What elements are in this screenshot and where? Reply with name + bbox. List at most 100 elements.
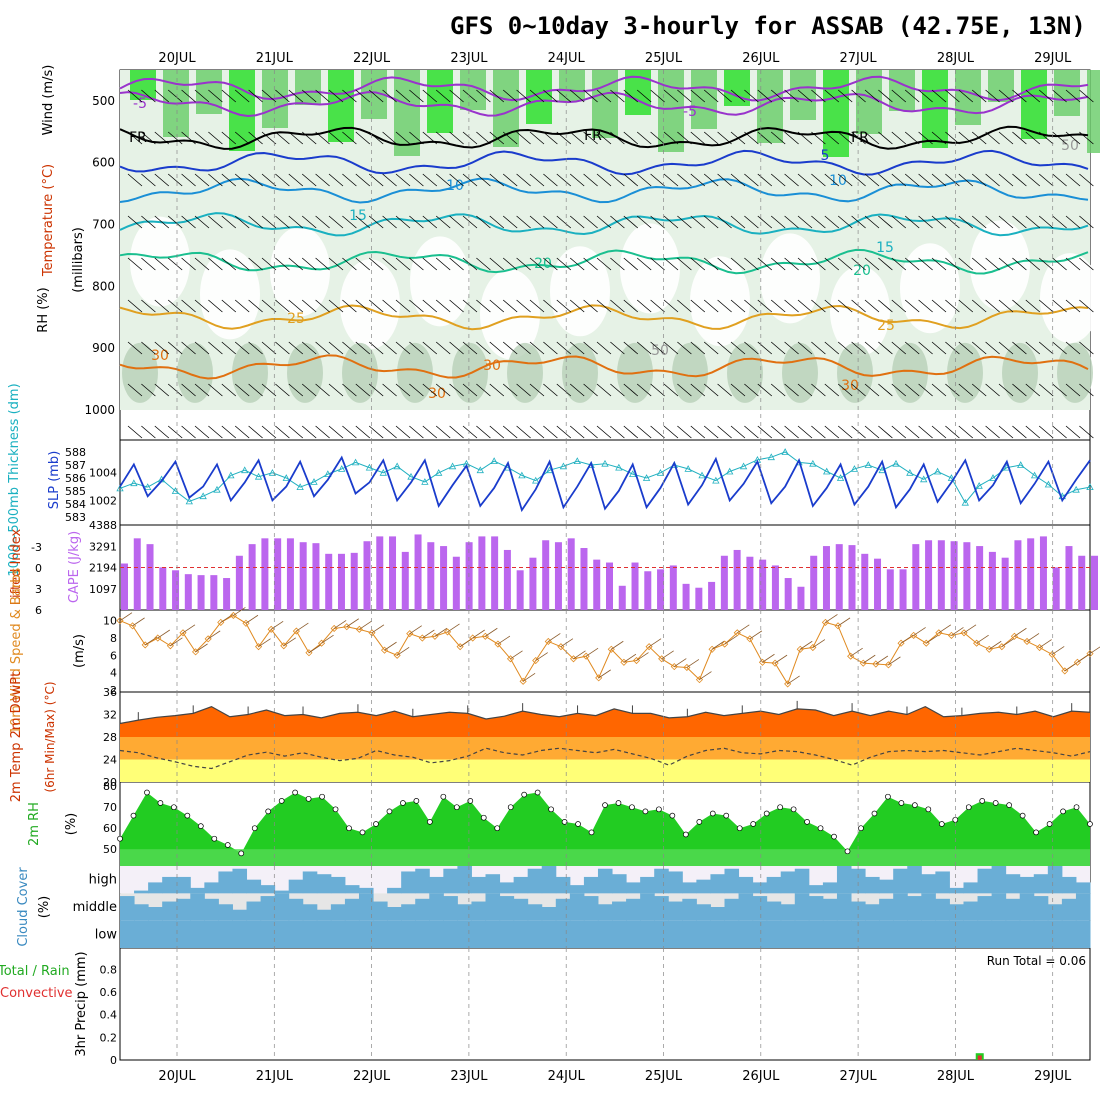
cloud-middle-bar <box>907 896 922 921</box>
cloud-low-bar <box>682 920 697 948</box>
wind-barb <box>556 215 572 229</box>
axes-and-labels: 20JUL 20JUL 21JUL 21JUL 22JUL 22JUL 23JUL 23JUL… <box>0 51 1072 1084</box>
cape-bar <box>784 578 792 610</box>
cloud-high-bar <box>583 876 599 894</box>
day-label-top: 21JUL <box>256 51 294 66</box>
wind-barb <box>650 173 665 187</box>
cloud-middle-bar <box>274 893 290 921</box>
cloud-high-bar <box>752 882 768 894</box>
wind-barb <box>1038 299 1054 313</box>
wind-barb <box>998 173 1014 187</box>
wind-barb <box>315 299 330 313</box>
cloud-high-bar <box>879 879 894 894</box>
wind10-barb <box>938 624 952 634</box>
wind-barb <box>167 89 183 103</box>
wind-barb <box>703 383 719 397</box>
li-tick-label: 3 <box>35 583 42 596</box>
wind-barb <box>757 299 773 313</box>
wind10-barb <box>850 647 863 657</box>
cloud-low-bar <box>836 920 852 948</box>
wind-barb <box>851 131 866 145</box>
wind-barb <box>489 215 505 229</box>
thickness-point <box>1044 480 1053 488</box>
wind-barb <box>623 257 639 271</box>
temp-dewpt-panel <box>119 700 1091 782</box>
wind-barb <box>623 299 639 313</box>
wind-barb <box>703 131 719 145</box>
wind10-barb <box>611 640 624 650</box>
wind-barb <box>583 425 598 439</box>
wind-barb <box>583 89 598 103</box>
upper-temp-label: Temperature (°C) <box>41 164 56 277</box>
cape-bar <box>950 541 958 610</box>
cloud-low-bar <box>555 920 571 948</box>
day-label-bottom: 22JUL <box>353 1069 391 1084</box>
cloud-low-bar <box>949 920 964 948</box>
wind-barb <box>1012 425 1027 439</box>
wind-barb <box>382 89 397 103</box>
contour-label: 20 <box>534 256 552 272</box>
wind-barb <box>127 215 143 229</box>
wind10-panel <box>116 607 1100 688</box>
wind-barb <box>864 173 880 187</box>
wind-barb <box>837 257 853 271</box>
wind-barb <box>529 173 545 187</box>
wind-barb <box>328 341 344 355</box>
wind-barb <box>1052 173 1067 187</box>
wind-barb <box>409 89 424 103</box>
rh2m-tick-label: 50 <box>103 843 117 856</box>
rh2m-point <box>602 802 608 808</box>
cape-bar <box>376 536 384 610</box>
cloud-high-bar <box>485 874 501 894</box>
cloud-low-bar <box>429 920 444 948</box>
wind-barb <box>141 173 156 187</box>
wind10-barb <box>951 627 964 636</box>
wind10-barb <box>472 629 485 639</box>
day-label-bottom: 21JUL <box>256 1069 294 1084</box>
day-label-top: 29JUL <box>1034 51 1072 66</box>
cloud-middle-bar <box>443 896 458 921</box>
wind-barb <box>650 131 665 145</box>
wind-barb <box>154 173 170 187</box>
rh-plume <box>559 70 585 101</box>
wind-barb <box>516 425 531 439</box>
wind-barb <box>248 173 263 187</box>
wind-barb <box>583 173 598 187</box>
wind10-barb <box>686 659 700 668</box>
wind10-barb <box>900 634 914 644</box>
rh2m-point <box>171 804 177 811</box>
wind-barb <box>422 425 438 439</box>
wind-barb <box>127 89 143 103</box>
cape-bar <box>248 544 256 610</box>
wind-barb <box>636 131 652 145</box>
wind-barb <box>194 341 210 355</box>
cape-bar <box>606 562 613 610</box>
wind-barb <box>288 383 304 397</box>
cloud-high-bar <box>808 885 824 894</box>
wind10-barb <box>434 627 448 637</box>
wind-barb <box>529 89 545 103</box>
wind-barb <box>931 299 947 313</box>
day-label-bottom: 20JUL <box>158 1069 196 1084</box>
rh2m-point <box>952 816 959 823</box>
wind-barb <box>1065 215 1081 229</box>
wind-barb <box>636 215 652 229</box>
cloud-middle-bar <box>555 898 571 921</box>
wind-barb <box>717 131 732 145</box>
wind-barb <box>181 89 196 103</box>
wind-barb <box>636 89 652 103</box>
cloud-middle-bar <box>513 898 529 921</box>
thickness-point <box>1072 485 1080 493</box>
wind-barb <box>1065 173 1081 187</box>
wind10-units-label: (m/s) <box>72 634 87 668</box>
cloud-low-bar <box>302 920 318 948</box>
wind-barb <box>1012 173 1027 187</box>
cloud-high-bar <box>991 866 1007 894</box>
wind-barb <box>315 173 330 187</box>
wind-barb <box>261 173 277 187</box>
wind-barb <box>945 257 960 271</box>
cloud-level-label: low <box>95 927 118 942</box>
rh2m-point <box>197 823 204 829</box>
cloud-middle-bar <box>879 898 894 921</box>
wind-barb <box>1038 89 1054 103</box>
